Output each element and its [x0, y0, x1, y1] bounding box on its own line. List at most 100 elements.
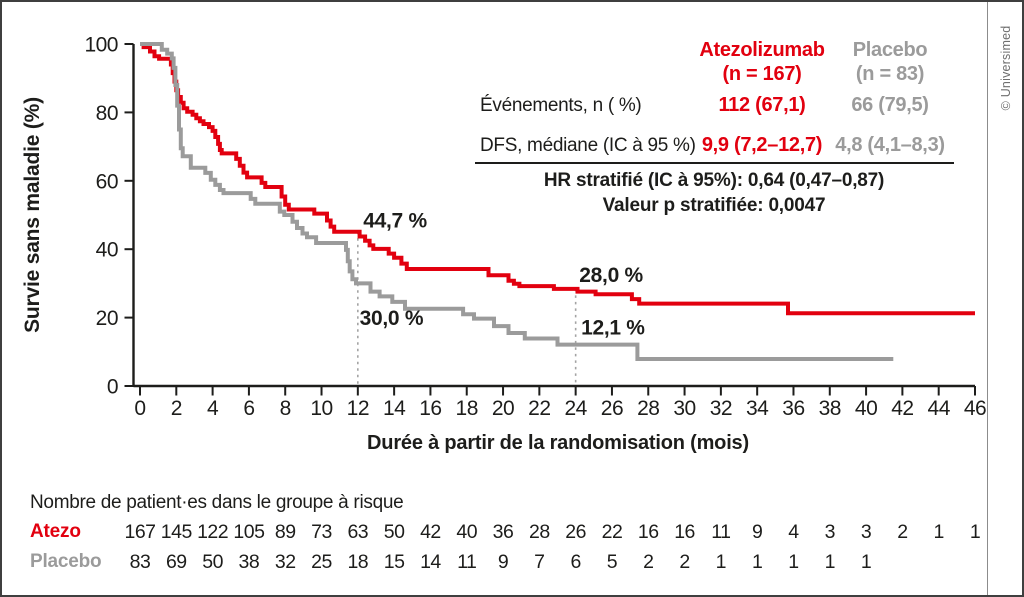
y-tick-label: 20 — [96, 307, 118, 330]
x-tick-label: 14 — [383, 397, 406, 420]
placebo-curve — [140, 42, 894, 361]
risk-count: 15 — [383, 551, 405, 573]
x-axis-title: Durée à partir de la randomisation (mois… — [367, 432, 749, 454]
events-atezolizumab: 112 (67,1) — [718, 94, 806, 116]
y-tick-label: 40 — [96, 239, 118, 262]
p-value-line: Valeur p stratifiée: 0,0047 — [602, 195, 826, 216]
dfs-median-placebo: 4,8 (4,1–8,3) — [835, 134, 945, 156]
risk-count: 50 — [202, 551, 223, 573]
risk-count: 2 — [897, 521, 908, 543]
x-tick-label: 24 — [564, 397, 587, 420]
y-tick-label: 0 — [107, 376, 118, 399]
risk-table-title: Nombre de patient·es dans le groupe à ri… — [30, 492, 404, 513]
y-tick-label: 60 — [96, 170, 118, 193]
risk-count: 42 — [420, 521, 441, 543]
annotation-placebo-24: 12,1 % — [581, 317, 645, 340]
y-tick-label: 80 — [96, 102, 118, 125]
risk-count: 145 — [160, 521, 193, 543]
dfs-median-atezolizumab: 9,9 (7,2–12,7) — [701, 134, 823, 156]
risk-count: 32 — [274, 551, 296, 573]
x-tick-label: 8 — [280, 397, 291, 420]
x-tick-label: 38 — [819, 397, 841, 420]
risk-count: 3 — [824, 521, 836, 543]
x-tick-label: 28 — [637, 397, 659, 420]
km-plot: 0 20 40 60 80 100 0 2 4 6 8 10 12 14 16 18 20 22 24 26 28 30 3… — [84, 34, 986, 421]
x-tick-label: 10 — [310, 397, 332, 420]
column-header-atezolizumab-n: (n = 167) — [722, 63, 802, 85]
copyright-text: © Universimed — [999, 25, 1013, 111]
risk-count: 14 — [420, 551, 441, 573]
risk-count: 26 — [565, 521, 586, 543]
risk-count: 18 — [347, 551, 369, 573]
risk-count: 122 — [197, 521, 229, 543]
x-tick-label: 6 — [243, 397, 254, 420]
risk-count: 4 — [788, 521, 799, 543]
x-tick-label: 26 — [601, 397, 623, 420]
x-tick-label: 16 — [419, 397, 441, 420]
x-tick-label: 46 — [964, 397, 986, 420]
x-tick-label: 44 — [928, 397, 951, 420]
risk-count: 28 — [528, 521, 550, 543]
risk-count: 38 — [238, 551, 260, 573]
risk-row-label-placebo: Placebo — [30, 551, 102, 572]
axes — [132, 44, 975, 388]
x-tick-label: 12 — [347, 397, 369, 420]
stats-divider — [475, 162, 954, 164]
annotation-placebo-12: 30,0 % — [360, 307, 424, 330]
risk-count: 7 — [534, 551, 545, 573]
x-tick-label: 20 — [492, 397, 514, 420]
risk-count: 1 — [824, 551, 836, 573]
risk-count: 9 — [751, 521, 763, 543]
x-tick-label: 32 — [710, 397, 732, 420]
annotation-atezolizumab-24: 28,0 % — [579, 264, 643, 287]
risk-count: 167 — [124, 521, 156, 543]
copyright-divider — [987, 2, 988, 595]
risk-count: 50 — [383, 521, 405, 543]
column-header-atezolizumab: Atezolizumab — [699, 39, 825, 61]
events-placebo: 66 (79,5) — [851, 94, 929, 116]
risk-count: 69 — [165, 551, 187, 573]
x-tick-label: 34 — [746, 397, 769, 420]
risk-count: 40 — [456, 521, 478, 543]
risk-count: 16 — [637, 521, 659, 543]
risk-count: 1 — [933, 521, 945, 543]
risk-count: 11 — [711, 521, 731, 543]
risk-count: 1 — [788, 551, 799, 573]
x-tick-label: 40 — [855, 397, 877, 420]
x-tick-label: 42 — [891, 397, 913, 420]
hr-line: HR stratifié (IC à 95%): 0,64 (0,47–0,87… — [543, 170, 885, 191]
risk-count: 11 — [457, 551, 477, 573]
risk-count: 2 — [643, 551, 654, 573]
risk-row-label-atezo: Atezo — [30, 521, 81, 542]
risk-count: 89 — [274, 521, 296, 543]
x-tick-label: 18 — [456, 397, 478, 420]
risk-count: 1 — [860, 551, 872, 573]
risk-count: 73 — [311, 521, 332, 543]
risk-count: 1 — [969, 521, 981, 543]
risk-count: 16 — [674, 521, 695, 543]
x-tick-label: 2 — [171, 397, 182, 420]
x-tick-label: 0 — [134, 397, 145, 420]
y-tick-label: 100 — [84, 34, 118, 57]
risk-count: 1 — [751, 551, 763, 573]
y-axis-title: Survie sans maladie (%) — [21, 97, 44, 333]
risk-count: 9 — [497, 551, 509, 573]
annotation-atezolizumab-12: 44,7 % — [363, 209, 427, 232]
row-label-events: Événements, n ( %) — [480, 95, 642, 116]
risk-count: 63 — [347, 521, 369, 543]
risk-count: 1 — [715, 551, 727, 573]
risk-count: 3 — [860, 521, 872, 543]
column-header-placebo: Placebo — [852, 39, 928, 61]
risk-count: 6 — [570, 551, 581, 573]
row-label-dfs-median: DFS, médiane (IC à 95 %) — [480, 135, 696, 156]
risk-count: 105 — [233, 521, 265, 543]
x-tick-label: 30 — [673, 397, 695, 420]
risk-count: 22 — [601, 521, 623, 543]
risk-count: 5 — [606, 551, 618, 573]
risk-count: 2 — [679, 551, 690, 573]
risk-count: 36 — [492, 521, 514, 543]
x-tick-label: 22 — [528, 397, 550, 420]
column-header-placebo-n: (n = 83) — [855, 63, 925, 85]
x-tick-label: 36 — [782, 397, 804, 420]
